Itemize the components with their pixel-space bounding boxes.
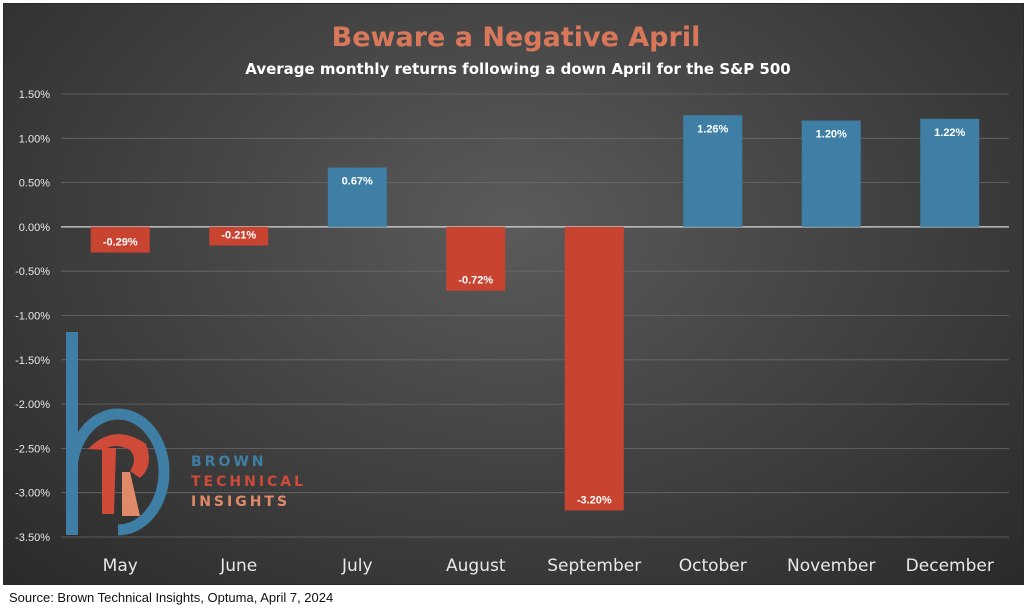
data-label: 1.26% xyxy=(697,123,728,135)
data-labels: -0.29% -0.21% 0.67% -0.72% -3.20% 1.26% 1.20% 1… xyxy=(103,123,966,506)
data-label: -0.29% xyxy=(103,237,138,249)
data-label: -3.20% xyxy=(577,494,612,506)
logo-bowl xyxy=(66,408,170,536)
bar-chart: Beware a Negative April Average monthly … xyxy=(15,22,1009,576)
data-label: 1.22% xyxy=(934,127,965,139)
y-tick-label: -3.00% xyxy=(15,488,50,500)
bar-november xyxy=(801,120,861,227)
brown-technical-insights-logo: BROWN TECHNICAL INSIGHTS xyxy=(66,332,306,536)
data-label: 1.20% xyxy=(816,129,847,141)
bar-june xyxy=(209,226,269,246)
x-tick-label: August xyxy=(446,556,506,576)
logo-stem xyxy=(66,332,78,535)
y-tick-label: -2.00% xyxy=(15,399,50,411)
y-tick-label: -1.00% xyxy=(15,311,50,323)
chart-area: Beware a Negative April Average monthly … xyxy=(3,3,1024,585)
y-tick-label: 1.00% xyxy=(19,133,50,145)
y-tick-label: -1.50% xyxy=(15,355,50,367)
x-axis: May June July August September October Novembe… xyxy=(103,556,994,576)
y-tick-label: -2.50% xyxy=(15,443,50,455)
x-tick-label: December xyxy=(906,556,994,576)
bar-december xyxy=(920,118,980,227)
chart-subtitle: Average monthly returns following a down… xyxy=(245,60,791,78)
y-tick-label: -3.50% xyxy=(15,532,50,544)
bar-august xyxy=(446,226,506,291)
y-tick-label: -0.50% xyxy=(15,266,50,278)
data-label: 0.67% xyxy=(342,176,373,188)
bar-july xyxy=(327,167,387,227)
logo-r-leg xyxy=(102,448,116,514)
bar-september xyxy=(564,226,624,511)
x-tick-label: November xyxy=(787,556,875,576)
x-tick-label: October xyxy=(679,556,747,576)
x-tick-label: June xyxy=(219,556,257,576)
bars xyxy=(90,115,980,511)
logo-text: INSIGHTS xyxy=(191,494,290,510)
y-tick-label: 1.50% xyxy=(19,89,50,101)
bar-october xyxy=(683,115,743,227)
x-tick-label: July xyxy=(341,556,373,576)
logo-r-tail xyxy=(122,472,140,516)
chart-title: Beware a Negative April xyxy=(332,22,701,53)
data-label: -0.72% xyxy=(458,275,493,287)
y-tick-label: 0.50% xyxy=(19,178,50,190)
source-note: Source: Brown Technical Insights, Optuma… xyxy=(9,590,334,605)
y-axis: 1.50% 1.00% 0.50% 0.00% -0.50% -1.00% -1.50% -2… xyxy=(15,89,50,544)
data-label: -0.21% xyxy=(221,230,256,242)
x-tick-label: September xyxy=(547,556,641,576)
x-tick-label: May xyxy=(103,556,138,576)
bar-may xyxy=(90,226,150,253)
logo-r-arc xyxy=(88,434,149,478)
y-tick-label: 0.00% xyxy=(19,222,50,234)
logo-text: TECHNICAL xyxy=(191,474,306,490)
gridlines xyxy=(61,93,1009,538)
logo-text: BROWN xyxy=(191,454,267,470)
